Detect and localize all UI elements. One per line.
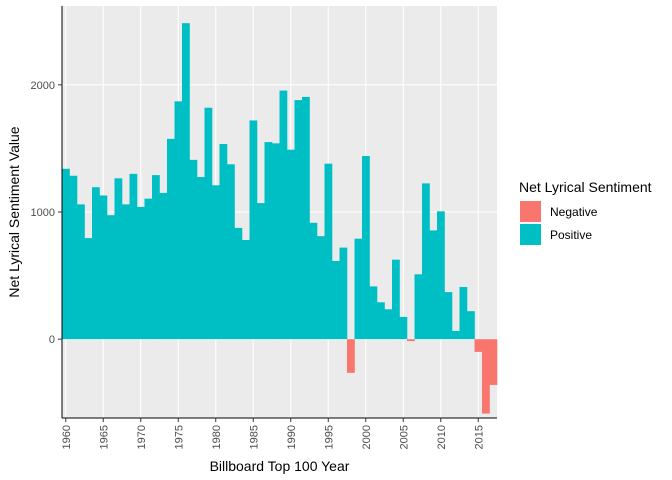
bar-negative bbox=[474, 339, 483, 352]
bar-positive bbox=[159, 192, 168, 340]
y-tick-label: 0 bbox=[49, 334, 55, 346]
legend-key-negative bbox=[520, 201, 541, 222]
bar-positive bbox=[369, 286, 378, 340]
bar-positive bbox=[422, 183, 430, 340]
bar-positive bbox=[99, 195, 108, 340]
bar-positive bbox=[467, 311, 475, 340]
bar-positive bbox=[287, 149, 295, 340]
bar-positive bbox=[84, 238, 93, 340]
bar-negative bbox=[347, 339, 355, 373]
bar-positive bbox=[182, 23, 190, 340]
bar-negative bbox=[482, 339, 490, 414]
bar-positive bbox=[302, 96, 310, 340]
bar-positive bbox=[437, 211, 445, 340]
y-tick-label: 1000 bbox=[31, 207, 55, 219]
bar-positive bbox=[242, 239, 250, 340]
bar-positive bbox=[92, 187, 100, 340]
legend-label-negative: Negative bbox=[550, 205, 598, 219]
x-axis-title: Billboard Top 100 Year bbox=[210, 458, 350, 474]
bar-positive bbox=[204, 107, 213, 340]
x-tick-label: 1995 bbox=[323, 425, 335, 449]
y-axis-ticks: 0 1000 2000 bbox=[31, 80, 62, 346]
x-tick-label: 1970 bbox=[136, 425, 148, 449]
bar-negative bbox=[407, 339, 415, 342]
bar-positive bbox=[212, 185, 220, 340]
bar-positive bbox=[107, 215, 115, 340]
bar-positive bbox=[452, 330, 460, 340]
bar-positive bbox=[129, 173, 138, 340]
bar-positive bbox=[459, 287, 468, 340]
x-tick-label: 1975 bbox=[173, 425, 185, 449]
bar-positive bbox=[197, 177, 205, 340]
x-tick-label: 2010 bbox=[436, 425, 448, 449]
bar-positive bbox=[279, 90, 288, 340]
x-tick-label: 1990 bbox=[286, 425, 298, 449]
bar-positive bbox=[317, 236, 325, 340]
x-tick-label: 1960 bbox=[61, 425, 73, 449]
bar-positive bbox=[219, 143, 228, 340]
bar-positive bbox=[332, 260, 340, 340]
bar-positive bbox=[384, 309, 393, 340]
bar-positive bbox=[167, 138, 175, 340]
bars bbox=[62, 23, 498, 414]
bar-positive bbox=[189, 159, 198, 340]
bar-positive bbox=[77, 204, 85, 340]
bar-positive bbox=[227, 164, 235, 340]
bar-positive bbox=[122, 204, 130, 340]
bar-positive bbox=[234, 227, 243, 340]
bar-positive bbox=[69, 175, 78, 340]
y-axis-title: Net Lyrical Sentiment Value bbox=[6, 126, 22, 297]
bar-positive bbox=[362, 156, 370, 340]
bar-positive bbox=[152, 175, 160, 340]
bar-positive bbox=[272, 143, 280, 340]
x-tick-label: 1980 bbox=[211, 425, 223, 449]
bar-positive bbox=[377, 302, 385, 340]
legend: Net Lyrical Sentiment Negative Positive bbox=[519, 179, 652, 245]
bar-positive bbox=[324, 163, 333, 340]
bar-positive bbox=[174, 101, 183, 340]
x-axis-ticks: 1960 1965 1970 1975 1980 1985 1990 1995 2000 2005… bbox=[61, 418, 485, 449]
x-tick-label: 2000 bbox=[361, 425, 373, 449]
legend-label-positive: Positive bbox=[550, 228, 592, 242]
bar-positive bbox=[144, 198, 153, 340]
bar-positive bbox=[62, 168, 70, 340]
bar-positive bbox=[249, 120, 258, 340]
bar-positive bbox=[137, 206, 145, 340]
x-tick-label: 2005 bbox=[398, 425, 410, 449]
bar-positive bbox=[339, 247, 348, 340]
bar-positive bbox=[444, 292, 453, 340]
legend-key-positive bbox=[520, 224, 541, 245]
x-tick-label: 2015 bbox=[473, 425, 485, 449]
bar-positive bbox=[114, 178, 123, 340]
x-tick-label: 1985 bbox=[248, 425, 260, 449]
bar-positive bbox=[294, 100, 303, 340]
x-tick-label: 1965 bbox=[98, 425, 110, 449]
bar-positive bbox=[264, 142, 273, 340]
legend-title: Net Lyrical Sentiment bbox=[519, 179, 652, 195]
bar-positive bbox=[257, 203, 265, 340]
bar-positive bbox=[309, 222, 318, 340]
y-tick-label: 2000 bbox=[31, 80, 55, 92]
bar-positive bbox=[429, 230, 438, 340]
bar-positive bbox=[399, 316, 408, 340]
bar-positive bbox=[414, 274, 423, 340]
bar-negative bbox=[489, 339, 498, 385]
bar-positive bbox=[392, 259, 400, 340]
bar-positive bbox=[354, 238, 363, 340]
